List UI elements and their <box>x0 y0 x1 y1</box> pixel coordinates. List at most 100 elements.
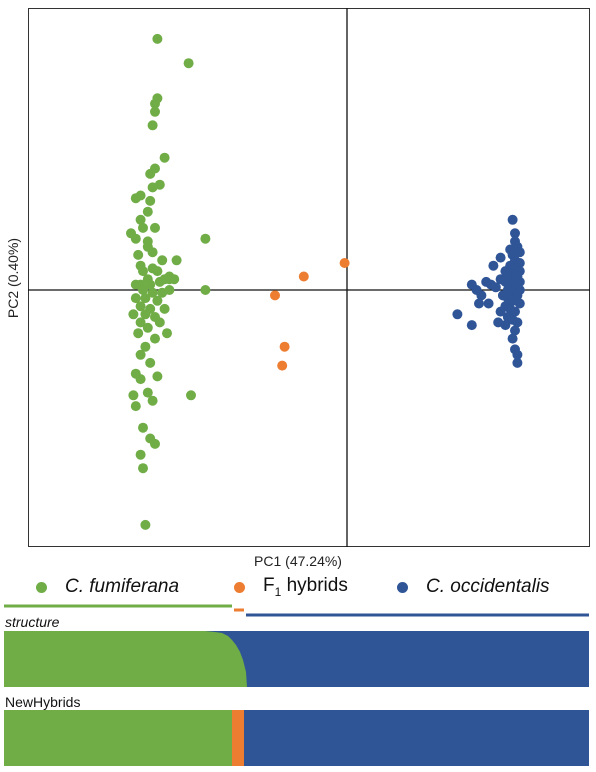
legend-hybrid-f: F <box>263 575 275 597</box>
legend-fumiferana-label: C. fumiferana <box>65 576 180 597</box>
point-2-48 <box>466 279 477 290</box>
point-0-60 <box>135 374 146 385</box>
legend-item-hybrids: F1 hybrids <box>234 574 348 600</box>
point-0-27 <box>138 266 148 277</box>
point-2-49 <box>474 298 484 309</box>
point-0-1 <box>183 58 194 69</box>
point-0-10 <box>154 179 165 190</box>
point-2-40 <box>507 333 518 344</box>
point-0-24 <box>157 255 168 266</box>
newhybrids-title: NewHybrids <box>5 694 81 710</box>
point-2-55 <box>505 244 516 255</box>
point-1-4 <box>277 360 288 371</box>
legend-hybrid-text: hybrids <box>281 575 348 597</box>
point-0-5 <box>147 120 158 131</box>
point-0-57 <box>135 349 146 360</box>
legend-item-occidentalis: C. occidentalis <box>397 574 550 600</box>
point-0-14 <box>142 206 153 217</box>
point-2-0 <box>507 214 518 225</box>
point-0-66 <box>138 422 148 433</box>
newhybrids-occidentalis-block <box>244 710 589 766</box>
point-0-50 <box>154 317 165 328</box>
point-0-58 <box>145 357 156 368</box>
structure-bar-background <box>4 631 589 687</box>
point-0-15 <box>135 214 146 225</box>
point-2-56 <box>498 290 508 301</box>
point-2-51 <box>466 320 477 331</box>
legend: C. fumiferana F1 hybrids C. occidentalis <box>0 574 596 600</box>
legend-hybrid-dot <box>234 581 245 593</box>
point-2-50 <box>452 309 463 320</box>
point-0-56 <box>140 341 151 352</box>
pca-plot: PC1 (47.24%) PC2 (0.40%) <box>5 8 590 569</box>
point-0-70 <box>138 463 148 474</box>
point-0-3 <box>150 98 160 109</box>
point-0-52 <box>142 322 153 333</box>
point-0-48 <box>140 309 151 320</box>
point-0-44 <box>135 301 146 312</box>
legend-occidentalis-label: C. occidentalis <box>426 576 550 597</box>
point-0-74 <box>186 390 196 401</box>
point-0-11 <box>145 195 156 206</box>
point-2-30 <box>514 298 525 309</box>
legend-occidentalis-dot <box>397 581 408 593</box>
newhybrids-hybrid-block <box>232 710 244 766</box>
point-0-72 <box>200 233 211 244</box>
point-0-43 <box>152 295 163 306</box>
point-1-2 <box>270 290 280 301</box>
scatter-points <box>126 33 525 530</box>
point-0-6 <box>159 152 170 163</box>
point-0-73 <box>200 285 211 295</box>
point-0-68 <box>150 438 160 449</box>
point-0-20 <box>126 228 136 239</box>
point-1-3 <box>279 341 290 352</box>
point-2-53 <box>488 260 499 271</box>
point-0-4 <box>150 106 160 117</box>
legend-hybrid-label: F1 hybrids <box>263 575 348 599</box>
point-2-23 <box>490 282 501 293</box>
point-0-69 <box>135 449 146 460</box>
point-2-54 <box>495 252 506 263</box>
point-2-44 <box>483 298 494 309</box>
point-0-37 <box>138 285 148 295</box>
point-1-0 <box>339 258 350 268</box>
point-0-51 <box>135 317 146 328</box>
point-2-33 <box>510 306 520 317</box>
plot-frame <box>28 8 590 547</box>
point-0-28 <box>152 266 163 277</box>
structure-fumiferana-ancestry <box>4 631 247 687</box>
x-axis-label: PC1 (47.24%) <box>254 553 342 569</box>
legend-hybrid-subscript: 1 <box>274 584 282 599</box>
point-0-62 <box>142 387 153 398</box>
point-0-38 <box>147 287 158 298</box>
point-2-34 <box>495 306 506 317</box>
point-0-23 <box>147 247 158 258</box>
point-0-17 <box>150 222 160 233</box>
point-2-47 <box>481 276 492 287</box>
point-0-42 <box>140 293 151 304</box>
point-0-55 <box>150 333 160 344</box>
point-0-61 <box>152 371 163 382</box>
point-0-54 <box>133 328 144 339</box>
point-0-34 <box>154 276 165 287</box>
y-axis-label: PC2 (0.40%) <box>5 238 21 318</box>
point-0-46 <box>159 303 170 314</box>
point-0-13 <box>130 193 141 204</box>
point-2-42 <box>512 349 523 360</box>
point-1-1 <box>298 271 309 282</box>
point-0-53 <box>162 328 172 339</box>
legend-fumiferana-dot <box>36 581 47 593</box>
point-0-8 <box>145 168 156 179</box>
point-2-39 <box>510 325 520 336</box>
point-2-1 <box>510 228 520 239</box>
point-0-33 <box>145 279 156 290</box>
point-0-75 <box>164 271 175 282</box>
point-0-21 <box>133 249 144 260</box>
point-0-76 <box>171 255 182 266</box>
legend-item-fumiferana: C. fumiferana <box>36 574 179 600</box>
point-2-37 <box>512 317 523 328</box>
point-0-16 <box>138 222 148 233</box>
point-2-52 <box>493 317 504 328</box>
point-0-63 <box>147 395 158 406</box>
point-0-41 <box>130 293 141 304</box>
